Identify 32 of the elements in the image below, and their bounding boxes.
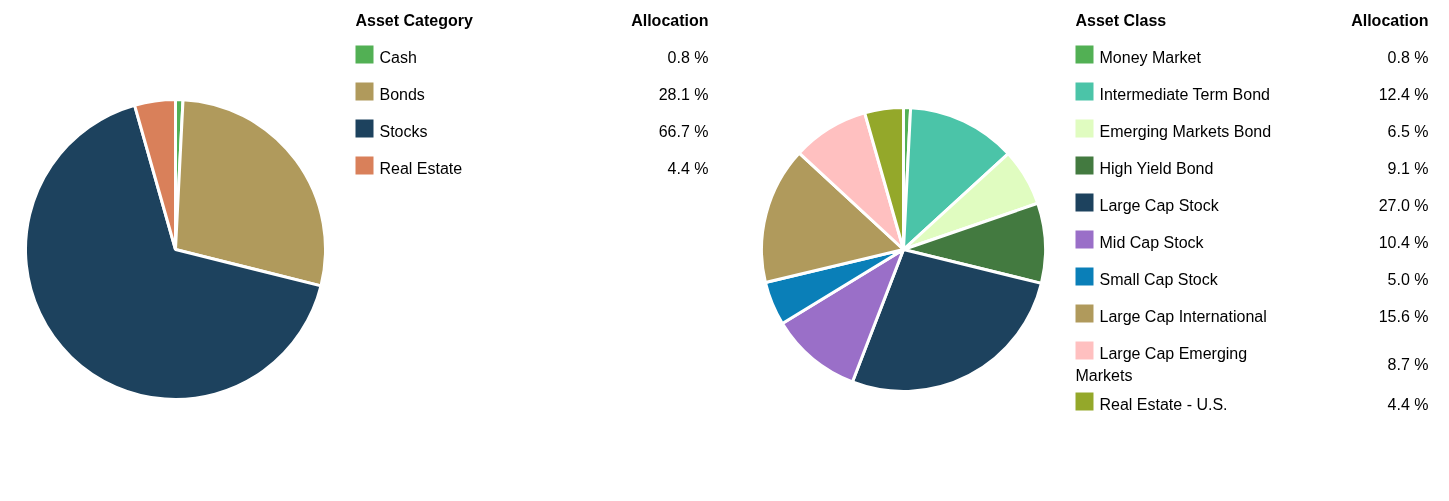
legend-label: Money Market (1099, 49, 1202, 66)
legend-label: Mid Cap Stock (1099, 234, 1205, 251)
legend-label: Large Cap Emerging Markets (1075, 345, 1248, 384)
data-label: 27.0 % (1378, 197, 1429, 214)
data-label: 4.4 % (1387, 396, 1429, 413)
legend-title: Asset Category (355, 12, 473, 29)
legend-label: Emerging Markets Bond (1099, 123, 1272, 140)
data-label: 5.0 % (1387, 271, 1429, 288)
text: Allocation (631, 12, 709, 29)
data-label: 12.4 % (1378, 86, 1429, 103)
legend-label: Intermediate Term Bond (1099, 86, 1270, 103)
data-label: 4.4 % (667, 160, 709, 177)
data-label: 10.4 % (1378, 234, 1429, 251)
data-label: 8.7 % (1387, 356, 1429, 373)
legend-label: Cash (379, 49, 417, 66)
legend-label: Real Estate (379, 160, 463, 177)
data-label: 0.8 % (1387, 49, 1429, 66)
legend-title: Asset Class (1075, 12, 1167, 29)
legend-label: Bonds (379, 86, 425, 103)
legend-label: Large Cap Stock (1099, 197, 1220, 214)
legend-label: High Yield Bond (1099, 160, 1214, 177)
text: Allocation (1351, 12, 1429, 29)
data-label: 15.6 % (1378, 308, 1429, 325)
legend-label: Real Estate - U.S. (1099, 396, 1228, 413)
data-label: 9.1 % (1387, 160, 1429, 177)
data-label: 66.7 % (658, 123, 709, 140)
data-label: 0.8 % (667, 49, 709, 66)
legend-label: Large Cap International (1099, 308, 1267, 325)
legend-label: Small Cap Stock (1099, 271, 1219, 288)
legend-label: Stocks (379, 123, 428, 140)
data-label: 6.5 % (1387, 123, 1429, 140)
data-label: 28.1 % (658, 86, 709, 103)
